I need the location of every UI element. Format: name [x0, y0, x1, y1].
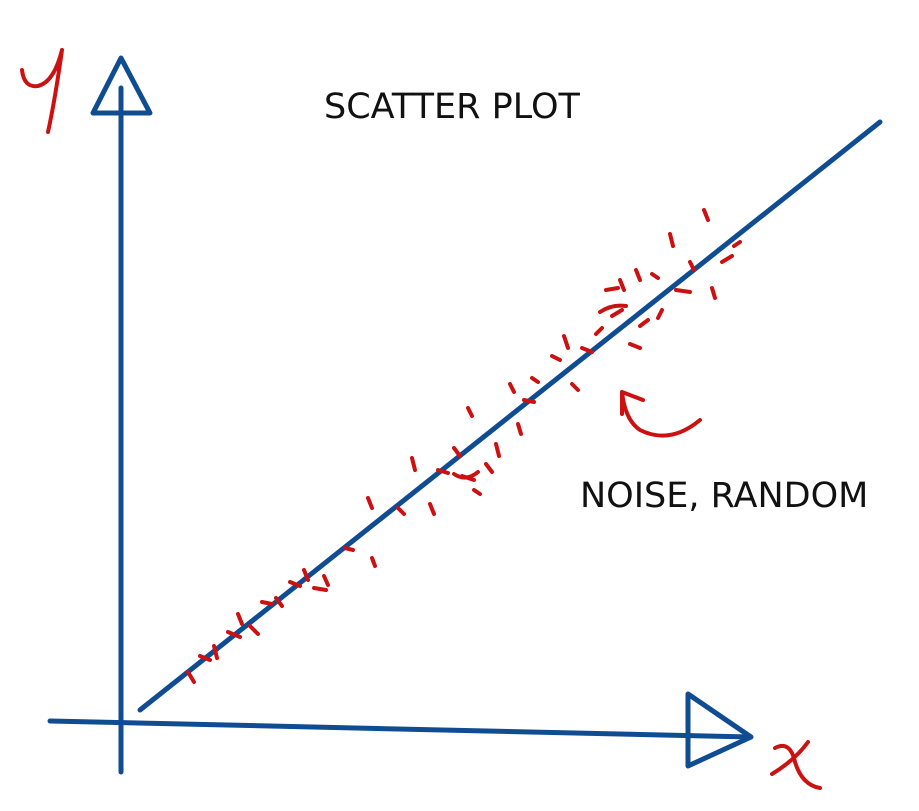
y-arrowhead-icon	[90, 55, 153, 116]
scatter-point	[466, 406, 474, 418]
scatter-point	[720, 254, 734, 264]
scatter-point	[732, 240, 742, 248]
curved-arrow-icon	[620, 390, 702, 438]
scatter-point	[370, 556, 377, 568]
scatter-point	[610, 308, 624, 318]
scatter-point	[302, 568, 310, 582]
scatter-point	[236, 612, 244, 626]
scatter-point	[530, 376, 540, 384]
scatter-point	[312, 586, 328, 592]
scatter-point	[396, 506, 406, 516]
scatter-point	[598, 303, 628, 314]
scatter-point	[494, 442, 501, 458]
scatter-point	[570, 382, 580, 392]
scatter-point	[522, 398, 536, 404]
x-axis-letter	[770, 740, 822, 790]
scatter-point	[628, 342, 642, 350]
scatter-point	[452, 470, 480, 480]
scatter-point	[618, 278, 626, 292]
scatter-point	[484, 462, 494, 474]
scatter-point	[322, 574, 330, 587]
scatter-point	[562, 334, 570, 350]
scatter-point	[516, 422, 523, 436]
scatter-point	[248, 624, 260, 636]
scatter-point	[668, 232, 675, 248]
scatter-point	[688, 260, 696, 272]
scatter-point	[452, 446, 462, 458]
scatter-point	[274, 596, 284, 608]
scatter-point	[343, 546, 355, 552]
scatter-point	[604, 286, 620, 292]
plot-title: SCATTER PLOT	[324, 87, 580, 127]
scatter-point	[366, 496, 374, 510]
scatter-point	[710, 286, 717, 300]
scatter-point	[650, 272, 660, 280]
scatter-point	[472, 488, 482, 496]
scatter-point	[288, 580, 302, 588]
x-arrowhead-icon	[685, 691, 754, 769]
scatter-point	[410, 456, 417, 472]
scatter-point	[550, 354, 562, 362]
scatter-point	[674, 288, 692, 294]
scatter-point	[226, 630, 242, 639]
scatter-point	[436, 468, 450, 475]
noise-annotation: NOISE, RANDOM	[580, 476, 868, 516]
scatter-point	[198, 654, 212, 662]
scatter-point	[212, 644, 219, 660]
x-axis	[47, 718, 753, 740]
scatter-point	[580, 346, 594, 354]
scatter-point	[186, 670, 196, 684]
scatter-point	[638, 318, 650, 328]
scatter-point	[634, 268, 642, 282]
fit-line	[137, 119, 883, 713]
scatter-points	[186, 208, 742, 684]
scatter-point	[428, 502, 436, 516]
scatter-point	[594, 326, 604, 336]
scatter-point	[702, 208, 710, 222]
scatter-point	[656, 308, 664, 320]
y-axis-letter	[20, 48, 64, 134]
axes	[47, 55, 754, 775]
scatter-point	[260, 600, 274, 606]
scatter-point	[508, 382, 516, 394]
